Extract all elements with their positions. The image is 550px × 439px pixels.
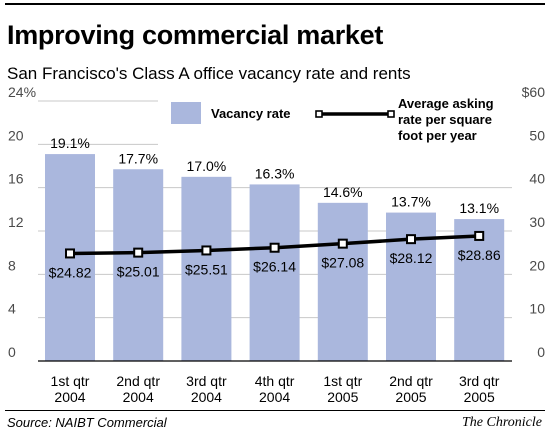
rent-value-label: $28.86: [458, 247, 501, 263]
legend-label-rent: foot per year: [398, 128, 477, 143]
rent-point: [337, 238, 348, 249]
rent-value-label: $26.14: [253, 259, 296, 275]
source-note: Source: NAIBT Commercial: [7, 415, 167, 430]
rent-value-label: $28.12: [390, 250, 433, 266]
vacancy-bar-label: 17.0%: [187, 158, 227, 174]
x-category-year: 2004: [54, 389, 85, 405]
vacancy-bar-label: 19.1%: [50, 135, 90, 151]
y-right-tick-label: 20: [529, 257, 545, 273]
bottom-rule: [5, 410, 545, 411]
publisher-credit: The Chronicle: [462, 415, 542, 430]
y-right-tick-label: 50: [529, 127, 545, 143]
y-left-tick-label: 20: [8, 127, 24, 143]
y-right-tick-label: 30: [529, 214, 545, 230]
y-right-tick-label: 10: [529, 301, 545, 317]
rent-value-label: $25.51: [185, 261, 228, 277]
legend-box: [158, 90, 515, 152]
x-category-label: 3rd qtr: [459, 373, 500, 389]
rent-point: [406, 234, 416, 245]
vacancy-bar-label: 13.1%: [459, 200, 499, 216]
rent-value-label: $25.01: [117, 264, 160, 280]
x-category-year: 2004: [191, 389, 222, 405]
vacancy-bar: [181, 176, 232, 361]
legend-swatch-vacancy: [171, 102, 201, 124]
x-category-label: 3rd qtr: [186, 373, 227, 389]
rent-point: [65, 248, 75, 259]
y-right-tick-label: 40: [529, 171, 545, 187]
vacancy-bar: [454, 219, 505, 361]
y-left-tick-label: 8: [8, 257, 16, 273]
rent-point: [474, 230, 485, 241]
vacancy-bar: [317, 202, 368, 361]
rent-point: [201, 245, 212, 256]
y-left-tick-label: 12: [8, 214, 24, 230]
x-category-label: 4th qtr: [255, 373, 295, 389]
x-category-year: 2004: [123, 389, 154, 405]
legend-swatch-rent-point: [315, 110, 323, 118]
chart-title: Improving commercial market: [7, 20, 384, 50]
y-right-tick-label: 0: [537, 344, 545, 360]
rent-point: [269, 242, 280, 253]
rent-point: [133, 247, 144, 258]
vacancy-bar-label: 14.6%: [323, 184, 363, 200]
legend-label-rent: rate per square: [398, 112, 492, 127]
x-category-label: 1st qtr: [323, 373, 362, 389]
x-category-year: 2005: [395, 389, 426, 405]
rent-value-label: $24.82: [49, 264, 92, 280]
vacancy-bar-label: 13.7%: [391, 194, 431, 210]
y-left-tick-label: 0: [8, 344, 16, 360]
x-category-year: 2005: [327, 389, 358, 405]
y-left-tick-label: 16: [8, 171, 24, 187]
legend-swatch-rent-point: [387, 110, 395, 118]
vacancy-bar: [113, 169, 164, 361]
chart-subtitle: San Francisco's Class A office vacancy r…: [7, 64, 411, 83]
vacancy-bar-label: 16.3%: [255, 165, 295, 181]
top-rule: [5, 3, 545, 5]
x-category-label: 1st qtr: [51, 373, 90, 389]
legend-label-vacancy: Vacancy rate: [211, 106, 291, 121]
legend-label-rent: Average asking: [398, 96, 494, 111]
y-right-tick-label: $60: [522, 84, 546, 100]
x-category-label: 2nd qtr: [116, 373, 160, 389]
rent-value-label: $27.08: [321, 255, 364, 271]
x-category-year: 2005: [464, 389, 495, 405]
y-left-tick-label: 4: [8, 301, 16, 317]
y-left-tick-label: 24%: [8, 84, 36, 100]
vacancy-bar: [249, 184, 300, 361]
vacancy-bar-label: 17.7%: [118, 150, 158, 166]
x-category-year: 2004: [259, 389, 290, 405]
x-category-label: 2nd qtr: [389, 373, 433, 389]
